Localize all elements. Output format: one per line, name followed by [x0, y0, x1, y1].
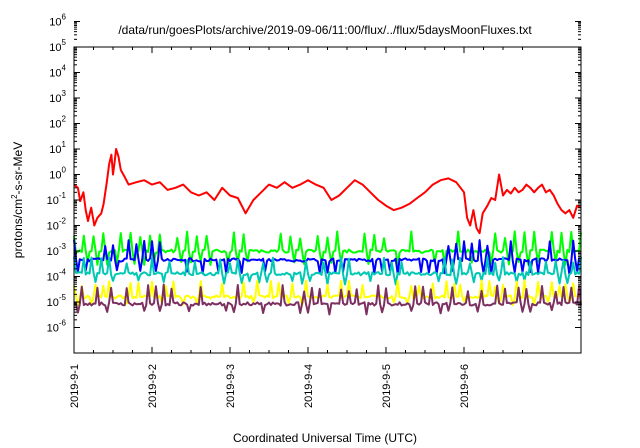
series-line-2 [73, 230, 582, 267]
y-axis: 10-6 10-5 10-4 10-3 10-2 10-1 100 101 102 103 104 1… [47, 13, 581, 335]
y-tick-label: 101 [49, 140, 66, 156]
y-tick-label: 10-2 [47, 217, 67, 233]
series-line-1 [73, 148, 582, 235]
x-tick-label: 2019-9-1 [69, 364, 81, 408]
y-tick-label: 10-5 [47, 293, 67, 309]
y-tick-label: 104 [49, 64, 66, 80]
series-layer [73, 148, 582, 316]
y-tick-label: 106 [49, 13, 66, 29]
x-tick-label: 2019-9-2 [147, 364, 159, 408]
y-tick-label: 103 [49, 89, 66, 105]
x-tick-label: 2019-9-5 [381, 364, 393, 408]
y-tick-label: 10-6 [47, 319, 67, 335]
y-axis-label-superscript: 2 [10, 194, 19, 199]
x-axis-label: Coordinated Universal Time (UTC) [233, 431, 417, 445]
y-tick-label: 10-4 [47, 268, 67, 284]
y-tick-label: 102 [49, 115, 66, 131]
y-axis-label: protons/cm2-s-sr-MeV [10, 142, 25, 258]
x-tick-label: 2019-9-3 [225, 364, 237, 408]
y-tick-label: 10-1 [47, 191, 67, 207]
y-tick-label: 100 [49, 166, 66, 182]
y-tick-label: 105 [49, 38, 66, 54]
x-tick-label: 2019-9-6 [459, 364, 471, 408]
y-axis-label-prefix: protons/cm [11, 199, 25, 258]
x-tick-label: 2019-9-4 [303, 364, 315, 408]
series-line-6 [73, 283, 582, 316]
y-axis-label-suffix: -s-sr-MeV [11, 142, 25, 195]
y-tick-label: 10-3 [47, 242, 67, 258]
series-line-3 [73, 239, 582, 276]
chart-title: /data/run/goesPlots/archive/2019-09-06/1… [118, 23, 532, 37]
x-axis: 2019-9-1 2019-9-2 2019-9-3 2019-9-4 2019-9-5… [69, 47, 523, 408]
